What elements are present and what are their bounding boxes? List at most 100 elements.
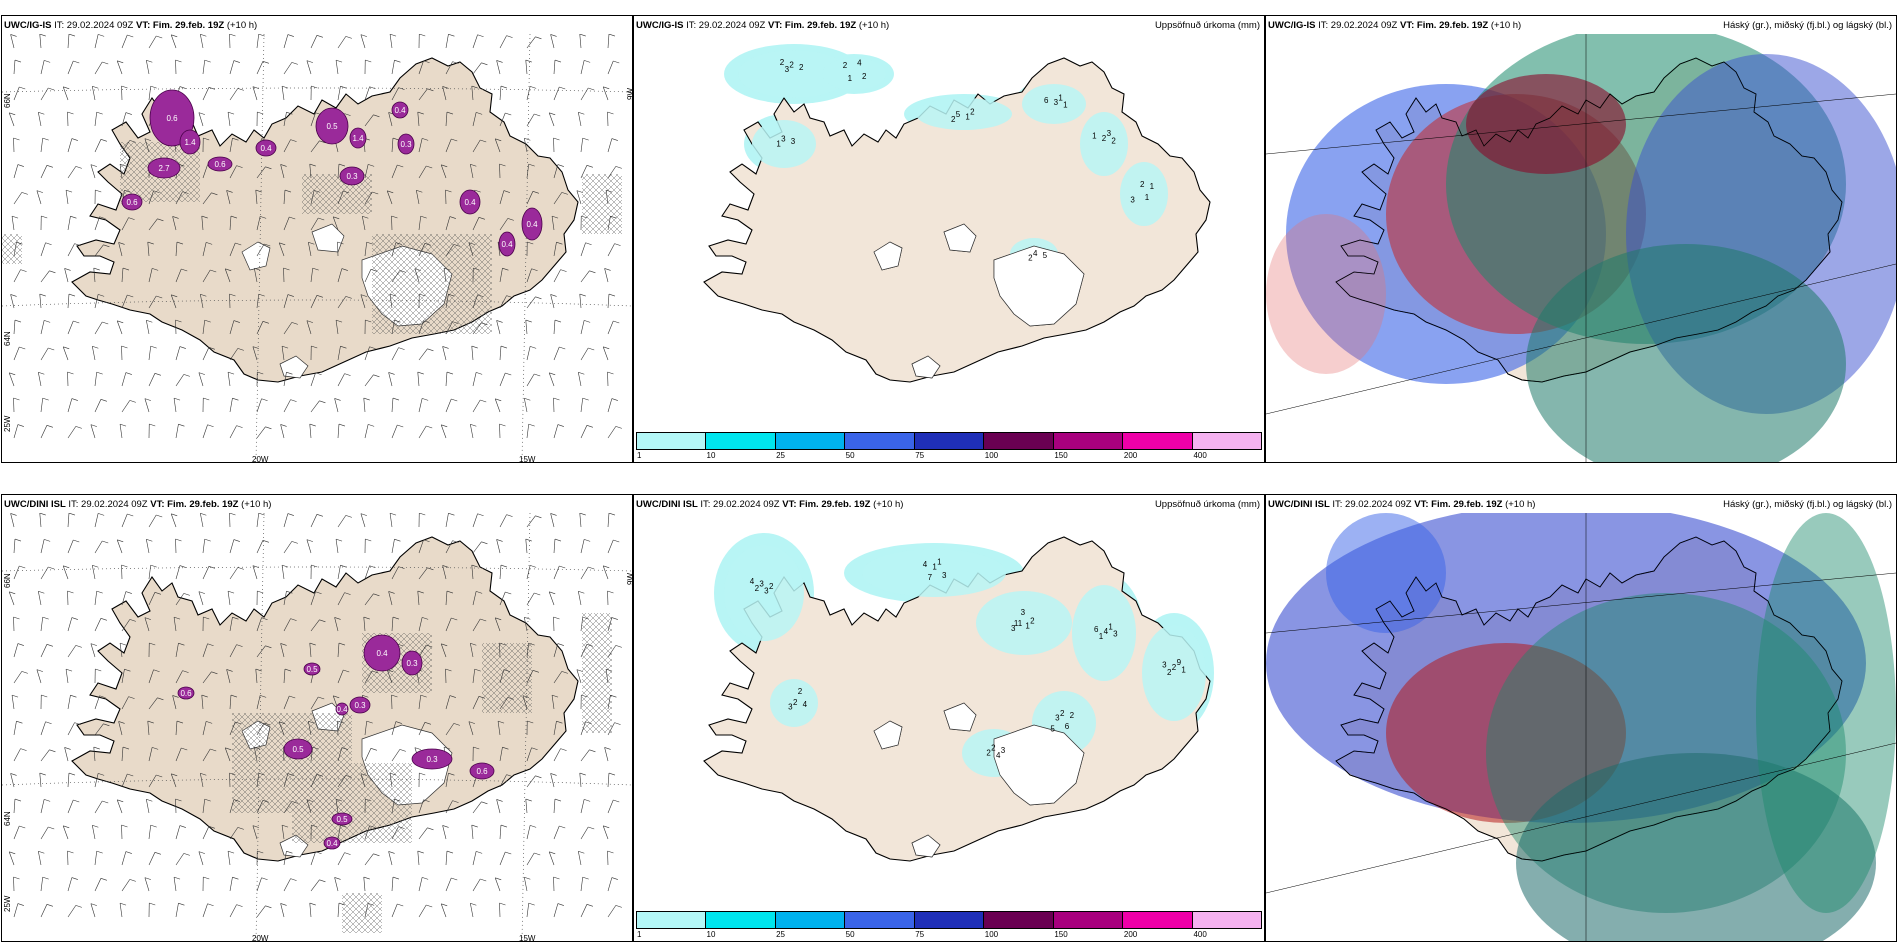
precip-area-over-land xyxy=(1022,84,1086,124)
wind-barb xyxy=(579,34,582,49)
wind-barb xyxy=(94,878,102,892)
wind-map[interactable]: 0.6 2.7 1.4 0.6 0.4 0.5 1.4 0.3 0.3 0.4 0.4 0.4 0.6 0… xyxy=(2,34,632,462)
wind-barb xyxy=(391,617,394,632)
cloud-map[interactable] xyxy=(1266,513,1896,941)
wind-barb-flag xyxy=(172,695,179,698)
wind-barb xyxy=(121,747,124,762)
wind-barb xyxy=(256,34,260,49)
wind-barb xyxy=(93,268,96,283)
wind-barb-flag xyxy=(308,241,315,245)
glacier xyxy=(911,834,941,858)
wind-barb xyxy=(283,190,286,205)
wind-barb-flag xyxy=(173,397,181,401)
wind-barb xyxy=(94,34,99,49)
wind-barb-flag xyxy=(96,371,103,375)
precip-value: 3 xyxy=(1011,624,1016,633)
iceland-landmass xyxy=(71,57,579,383)
wind-barb-flag xyxy=(615,905,622,908)
wind-barb-flag xyxy=(334,398,341,401)
precip-value: 2 xyxy=(843,61,848,70)
wind-barb-flag xyxy=(284,668,292,672)
wind-barb xyxy=(553,86,560,101)
precip-map[interactable]: 4 3 2 1 9 6 2 2 3 7 11 6 3 5 4 3 2 1 1 4 2 2 3 2 2 4 3 3 1 2 2 4 3 1 3 1 2 3 xyxy=(634,513,1264,941)
wind-barb-flag xyxy=(236,644,243,647)
wind-barb xyxy=(443,268,447,283)
wind-barb-flag xyxy=(613,539,620,543)
wind-barb xyxy=(280,164,285,179)
wind-barb xyxy=(13,164,19,179)
wind-barb-flag xyxy=(232,137,239,141)
longitude-line xyxy=(255,513,265,941)
wind-barb xyxy=(64,747,69,762)
wind-barb xyxy=(200,513,204,528)
wind-barb-flag xyxy=(21,192,28,195)
wind-barb xyxy=(40,799,45,814)
wind-barb xyxy=(280,903,285,918)
wind-barb-flag xyxy=(211,671,218,675)
wind-barb-flag xyxy=(549,372,556,376)
wind-barb xyxy=(40,398,44,413)
wind-barb-flag xyxy=(129,619,136,622)
wind-barb-flag xyxy=(311,345,318,349)
wind-barb-flag xyxy=(280,643,287,646)
wind-barb xyxy=(337,515,347,528)
wind-barb-flag xyxy=(233,799,240,802)
cloud-map[interactable] xyxy=(1266,34,1896,462)
wind-barb-flag xyxy=(178,423,185,427)
wind-barb xyxy=(391,87,399,101)
wind-barb-flag xyxy=(71,138,78,141)
wind-barb xyxy=(198,591,204,606)
precip-value: 1 xyxy=(932,562,937,571)
wind-barb-flag xyxy=(291,541,298,544)
wind-barb-flag xyxy=(535,36,542,40)
wind-barb-flag xyxy=(183,374,190,377)
wind-barb-flag xyxy=(338,423,346,427)
wind-barb-flag xyxy=(198,591,206,594)
wind-barb xyxy=(418,138,423,153)
wind-barb xyxy=(364,721,368,736)
wind-barb xyxy=(553,565,560,580)
wind-barb xyxy=(364,346,370,361)
lon-label: 25W xyxy=(3,895,12,912)
wind-barb-flag xyxy=(316,774,324,777)
wind-barb-flag xyxy=(252,86,260,89)
wind-barb-flag xyxy=(531,268,538,272)
wind-barb-flag xyxy=(315,591,322,595)
precip-type-hatch xyxy=(482,643,532,713)
wind-barb xyxy=(229,799,235,814)
precip-rate-blob xyxy=(149,89,195,147)
wind-barb-flag xyxy=(337,241,344,245)
wind-barb xyxy=(175,853,185,866)
wind-barb-flag xyxy=(67,850,74,854)
wind-barb xyxy=(256,877,262,892)
wind-barb-flag xyxy=(265,426,272,430)
wind-barb-flag xyxy=(534,592,541,596)
wind-barb-flag xyxy=(48,826,55,830)
wind-barb xyxy=(92,346,96,361)
wind-barb-flag xyxy=(286,850,293,854)
wind-barb xyxy=(40,749,50,762)
wind-barb xyxy=(445,800,453,814)
precip-area-over-land xyxy=(916,98,1012,130)
wind-barb-flag xyxy=(102,61,109,65)
colorbar-cell xyxy=(706,912,776,928)
wind-barb xyxy=(13,748,21,762)
wind-map[interactable]: 0.4 0.3 0.3 0.5 0.3 0.6 0.6 0.5 0.4 0.5 0.4 xyxy=(2,513,632,941)
wind-barb-flag xyxy=(443,267,451,271)
precip-rate-blob xyxy=(207,156,233,172)
wind-barb xyxy=(579,294,582,309)
wind-barb-flag xyxy=(49,749,56,753)
wind-barb-flag xyxy=(422,877,429,880)
wind-barb xyxy=(360,773,366,788)
wind-barb-flag xyxy=(144,877,152,880)
wind-barb xyxy=(40,138,44,153)
wind-barb-flag xyxy=(365,538,372,542)
wind-barb xyxy=(470,643,474,658)
wind-barb-flag xyxy=(68,513,76,516)
wind-barb xyxy=(362,216,366,231)
wind-barb-flag xyxy=(252,346,260,349)
wind-barb-flag xyxy=(362,215,369,219)
wind-barb-flag xyxy=(64,268,71,271)
wind-barb-flag xyxy=(341,268,348,271)
